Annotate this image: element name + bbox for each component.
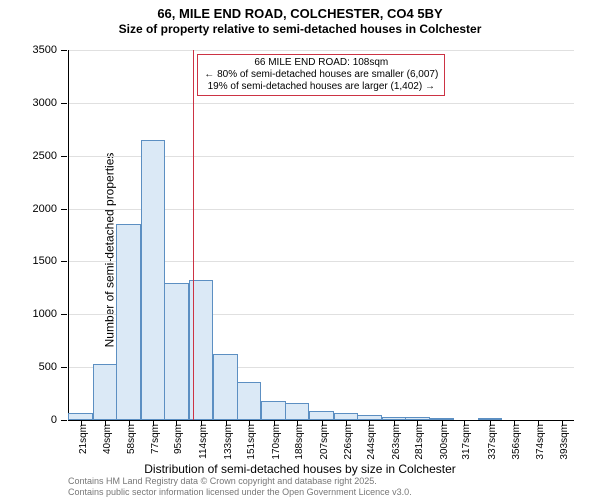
y-tick	[61, 314, 67, 315]
y-tick	[61, 103, 67, 104]
x-tick-label: 151sqm	[246, 424, 257, 460]
y-tick	[61, 261, 67, 262]
x-tick-label: 281sqm	[414, 424, 425, 460]
y-tick	[61, 156, 67, 157]
x-tick-label: 21sqm	[78, 424, 89, 454]
x-tick-label: 337sqm	[487, 424, 498, 460]
x-tick-label: 263sqm	[391, 424, 402, 460]
histogram-bar	[334, 413, 359, 420]
annotation-box: 66 MILE END ROAD: 108sqm← 80% of semi-de…	[197, 54, 445, 96]
x-tick-label: 207sqm	[319, 424, 330, 460]
y-tick-label: 500	[39, 361, 57, 373]
x-tick-label: 40sqm	[102, 424, 113, 454]
x-tick-label: 58sqm	[126, 424, 137, 454]
x-tick-label: 393sqm	[559, 424, 570, 460]
histogram-bar	[116, 224, 141, 420]
y-tick-label: 2000	[33, 203, 57, 215]
y-tick-label: 2500	[33, 150, 57, 162]
x-tick-label: 77sqm	[150, 424, 161, 454]
x-tick-label: 244sqm	[366, 424, 377, 460]
y-tick	[61, 50, 67, 51]
x-tick-label: 374sqm	[535, 424, 546, 460]
x-tick-label: 317sqm	[461, 424, 472, 460]
y-tick	[61, 367, 67, 368]
chart-plot-area: 050010001500200025003000350021sqm40sqm58…	[68, 50, 574, 421]
annotation-line-3: 19% of semi-detached houses are larger (…	[204, 81, 438, 93]
footer-line-1: Contains HM Land Registry data © Crown c…	[68, 476, 412, 487]
x-tick-label: 114sqm	[198, 424, 209, 459]
histogram-bar	[141, 140, 166, 420]
histogram-bar	[285, 403, 310, 420]
x-tick-label: 170sqm	[271, 424, 282, 460]
x-axis-label: Distribution of semi-detached houses by …	[144, 462, 455, 476]
chart-title-1: 66, MILE END ROAD, COLCHESTER, CO4 5BY	[0, 0, 600, 21]
histogram-bar	[309, 411, 334, 421]
y-tick-label: 1000	[33, 308, 57, 320]
y-gridline	[69, 50, 574, 51]
x-tick-label: 356sqm	[511, 424, 522, 460]
y-tick-label: 1500	[33, 255, 57, 267]
histogram-bar	[213, 354, 238, 420]
annotation-line-1: 66 MILE END ROAD: 108sqm	[204, 57, 438, 69]
y-gridline	[69, 103, 574, 104]
histogram-bar	[164, 283, 189, 420]
x-tick-label: 95sqm	[173, 424, 184, 454]
footer-attribution: Contains HM Land Registry data © Crown c…	[68, 476, 412, 498]
x-tick-label: 300sqm	[439, 424, 450, 460]
y-tick-label: 3500	[33, 44, 57, 56]
y-tick-label: 3000	[33, 97, 57, 109]
histogram-bar	[93, 364, 118, 420]
x-tick-label: 226sqm	[343, 424, 354, 460]
x-tick-label: 188sqm	[294, 424, 305, 460]
y-tick	[61, 420, 67, 421]
y-tick-label: 0	[51, 414, 57, 426]
histogram-bar	[237, 382, 262, 420]
y-tick	[61, 209, 67, 210]
reference-line	[193, 50, 194, 420]
histogram-bar	[68, 413, 93, 420]
footer-line-2: Contains public sector information licen…	[68, 487, 412, 498]
annotation-line-2: ← 80% of semi-detached houses are smalle…	[204, 69, 438, 81]
x-tick-label: 133sqm	[223, 424, 234, 460]
histogram-bar	[261, 401, 286, 420]
chart-title-2: Size of property relative to semi-detach…	[0, 21, 600, 36]
